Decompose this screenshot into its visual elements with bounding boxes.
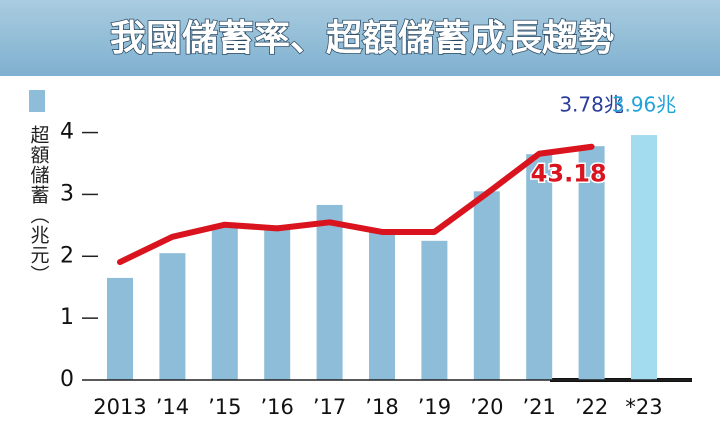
legend-swatch: [29, 90, 45, 112]
y-tick-label: 0: [60, 367, 74, 392]
x-tick-label: ’17: [313, 395, 346, 419]
bar: [578, 146, 605, 380]
bar: [316, 204, 343, 380]
bar: [369, 231, 395, 380]
y-axis-label: 超額儲蓄（兆元）: [28, 125, 50, 285]
bar: [631, 135, 657, 380]
bar: [159, 253, 186, 380]
line: [117, 143, 595, 266]
value-label: 43.18: [531, 160, 607, 188]
y-tick-label: 2: [60, 243, 74, 268]
bar: [211, 225, 238, 380]
title-banner: [0, 0, 720, 76]
x-tick-label: ’16: [260, 395, 293, 419]
x-tick-label: ’14: [156, 395, 189, 419]
x-tick-label: ’21: [522, 395, 555, 419]
bar: [264, 225, 291, 380]
y-tick-label: 3: [60, 181, 74, 206]
bar: [473, 191, 500, 380]
bar: [421, 240, 448, 380]
x-tick-label: ’18: [365, 395, 398, 419]
bar: [526, 154, 553, 380]
x-tick-label: ’15: [208, 395, 241, 419]
value-label: 3.78兆: [559, 93, 624, 117]
bar: [107, 277, 133, 380]
x-tick-label: ’22: [575, 395, 608, 419]
chart-title: 我國儲蓄率、超額儲蓄成長趨勢: [110, 18, 614, 59]
x-tick-label: 2013: [93, 395, 146, 419]
x-tick-label: ’19: [418, 395, 451, 419]
value-label: 3.96兆: [612, 93, 677, 117]
x-tick-label: *23: [625, 395, 662, 419]
y-tick-label: 1: [60, 305, 74, 330]
y-tick-label: 4: [60, 120, 74, 145]
x-tick-label: ’20: [470, 395, 503, 419]
